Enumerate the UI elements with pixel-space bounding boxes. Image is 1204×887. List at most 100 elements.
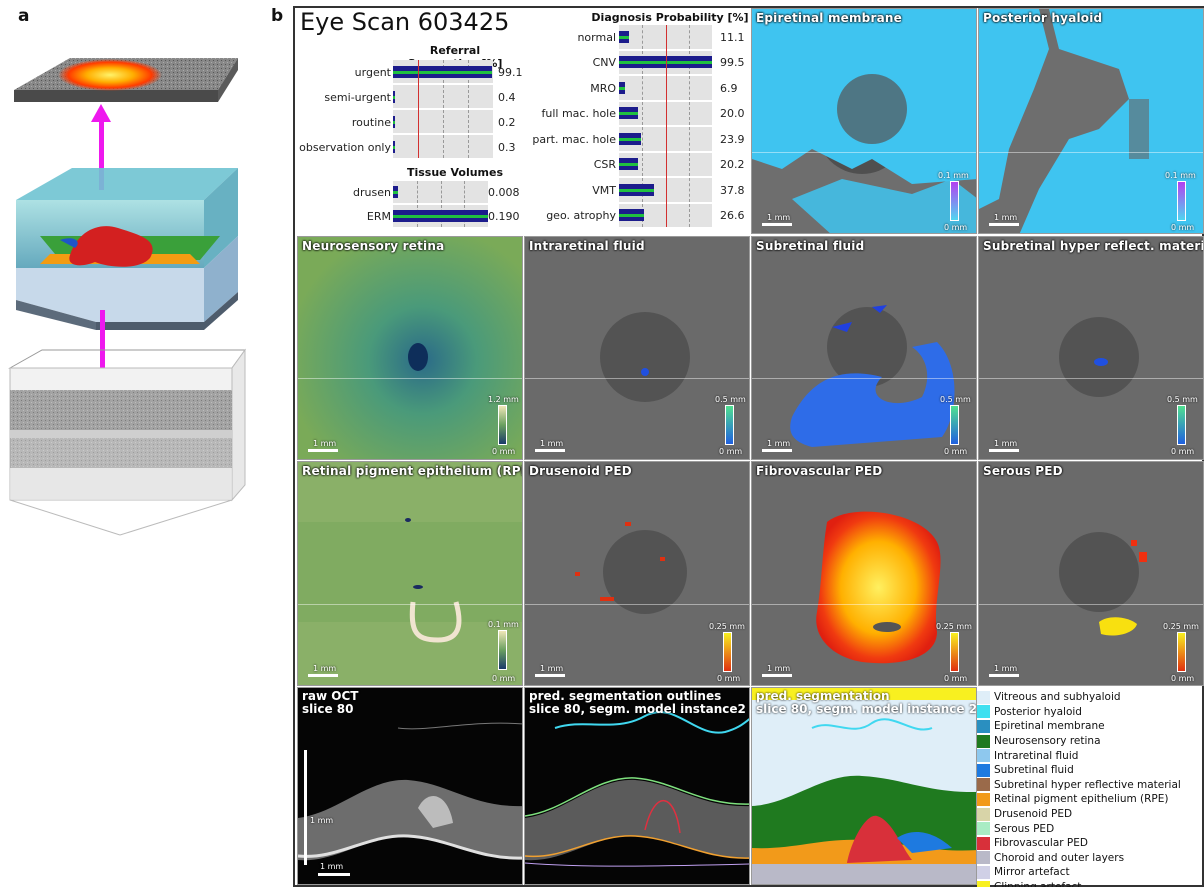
tile-subretinal-fluid: Subretinal fluid 0.5 mm 0 mm 1 mm: [751, 236, 977, 460]
legend-label: Intraretinal fluid: [994, 749, 1079, 762]
chart-row-label: routine: [351, 115, 391, 129]
chart-row-value: 99.1: [498, 65, 523, 79]
tile-title: Fibrovascular PED: [756, 464, 883, 478]
legend-label: Neurosensory retina: [994, 735, 1101, 748]
scale-label: 1 mm: [313, 664, 337, 673]
segmentation-volume: [16, 168, 238, 330]
chart-row-label: normal: [577, 30, 616, 44]
vertical-scale-bar: [304, 750, 307, 865]
chart-row-value: 0.2: [498, 115, 516, 129]
oct-volume: [8, 348, 246, 536]
legend-swatch: [977, 792, 990, 806]
arrow-shaft-upper: [99, 120, 104, 190]
colorbar-min-label: 0 mm: [719, 447, 743, 456]
chart-row-label: geo. atrophy: [546, 209, 616, 223]
tile-segmentation-map: pred. segmentation slice 80, segm. model…: [751, 687, 977, 885]
legend-swatch: [977, 836, 990, 850]
scale-bar: [762, 449, 792, 452]
chart-bar-mean: [619, 35, 630, 39]
colorbar: [1177, 405, 1186, 445]
chart-row-value: 37.8: [720, 183, 745, 197]
colorbar-max-label: 0.25 mm: [1163, 622, 1199, 631]
scale-bar: [318, 873, 350, 876]
vertical-scale-label: 1 mm: [310, 816, 334, 825]
legend-label: Choroid and outer layers: [994, 851, 1125, 864]
chart-gridline: [468, 85, 469, 108]
panel-label-a: a: [18, 6, 30, 26]
legend-swatch: [977, 690, 990, 704]
tile-title: Neurosensory retina: [302, 239, 445, 253]
legend-item: Serous PED: [977, 821, 1181, 836]
legend-item: Intraretinal fluid: [977, 748, 1181, 763]
segmentation-legend: Vitreous and subhyaloid Posterior hyaloid…: [977, 690, 1181, 887]
chart-row-label: ERM: [366, 210, 391, 223]
tile-serous-ped: Serous PED 0.25 mm 0 mm 1 mm: [978, 461, 1204, 686]
tile-title: Subretinal fluid: [756, 239, 865, 253]
chart-bar-mean: [619, 163, 638, 167]
legend-swatch: [977, 763, 990, 777]
colorbar: [950, 181, 959, 221]
chart-gridline: [416, 181, 418, 203]
colorbar-max-label: 0.1 mm: [488, 620, 519, 629]
enface-map-plate: [14, 58, 238, 102]
colorbar-min-label: 0 mm: [944, 674, 968, 683]
tile-title: Drusenoid PED: [529, 464, 632, 478]
legend-label: Serous PED: [994, 822, 1055, 835]
tile-title: Retinal pigment epithelium (RPE): [302, 464, 523, 478]
chart-gridline: [443, 85, 444, 108]
chart-row-value: 0.3: [498, 140, 516, 154]
chart-gridline: [688, 178, 690, 202]
chart-row-value: 0.008: [488, 186, 520, 199]
scale-bar: [989, 223, 1019, 226]
chart-row-label: VMT: [592, 183, 616, 197]
legend-label: Drusenoid PED: [994, 808, 1073, 821]
scale-label: 1 mm: [540, 664, 564, 673]
scale-label: 1 mm: [767, 439, 791, 448]
colorbar-max-label: 0.25 mm: [936, 622, 972, 631]
chart-gridline: [443, 135, 444, 158]
legend-swatch: [977, 749, 990, 763]
tile-segmentation-outlines: pred. segmentation outlines slice 80, se…: [524, 687, 750, 885]
tile-title: Epiretinal membrane: [756, 11, 902, 25]
chart-row-value: 0.4: [498, 90, 516, 104]
diagnosis-chart-title: Diagnosis Probability [%]: [591, 11, 749, 24]
chart-bar-mean: [393, 145, 395, 149]
scale-bar: [308, 449, 338, 452]
colorbar-min-label: 0 mm: [492, 674, 516, 683]
colorbar-max-label: 0.25 mm: [709, 622, 745, 631]
tile-rpe: Retinal pigment epithelium (RPE) 0.1 mm …: [297, 461, 523, 686]
oct-title-line2: slice 80, segm. model instance2: [529, 702, 746, 716]
chart-gridline: [642, 152, 644, 176]
chart-row-label: CSR: [593, 158, 616, 172]
legend-item: Neurosensory retina: [977, 734, 1181, 749]
tile-drusenoid-ped: Drusenoid PED 0.25 mm 0 mm 1 mm: [524, 461, 750, 686]
colorbar-min-label: 0 mm: [717, 674, 741, 683]
chart-bar-mean: [619, 61, 712, 65]
chart-row-label: observation only: [299, 140, 391, 154]
chart-gridline: [688, 76, 690, 100]
colorbar: [950, 632, 959, 672]
chart-row-value: 20.2: [720, 158, 745, 172]
legend-label: Subretinal hyper reflective material: [994, 778, 1181, 791]
chart-row-label: part. mac. hole: [532, 132, 616, 146]
colorbar: [498, 405, 507, 445]
scale-label: 1 mm: [313, 439, 337, 448]
legend-item: Subretinal hyper reflective material: [977, 778, 1181, 793]
colorbar-min-label: 0 mm: [492, 447, 516, 456]
scale-label: 1 mm: [994, 439, 1018, 448]
colorbar-max-label: 0.1 mm: [938, 171, 969, 180]
legend-label: Retinal pigment epithelium (RPE): [994, 793, 1169, 806]
scale-bar: [535, 674, 565, 677]
scale-label: 1 mm: [767, 213, 791, 222]
chart-gridline: [440, 181, 442, 203]
colorbar-max-label: 0.1 mm: [1165, 171, 1196, 180]
tile-epiretinal-membrane: Epiretinal membrane 0.1 mm 0 mm 1 mm: [751, 8, 977, 234]
3d-stack-illustration: [8, 58, 246, 536]
chart-row-value: 20.0: [720, 107, 745, 121]
chart-bar-mean: [393, 70, 493, 74]
colorbar-min-label: 0 mm: [1171, 223, 1195, 232]
colorbar: [1177, 632, 1186, 672]
legend-label: Posterior hyaloid: [994, 705, 1082, 718]
legend-item: Retinal pigment epithelium (RPE): [977, 792, 1181, 807]
legend-item: Fibrovascular PED: [977, 836, 1181, 851]
